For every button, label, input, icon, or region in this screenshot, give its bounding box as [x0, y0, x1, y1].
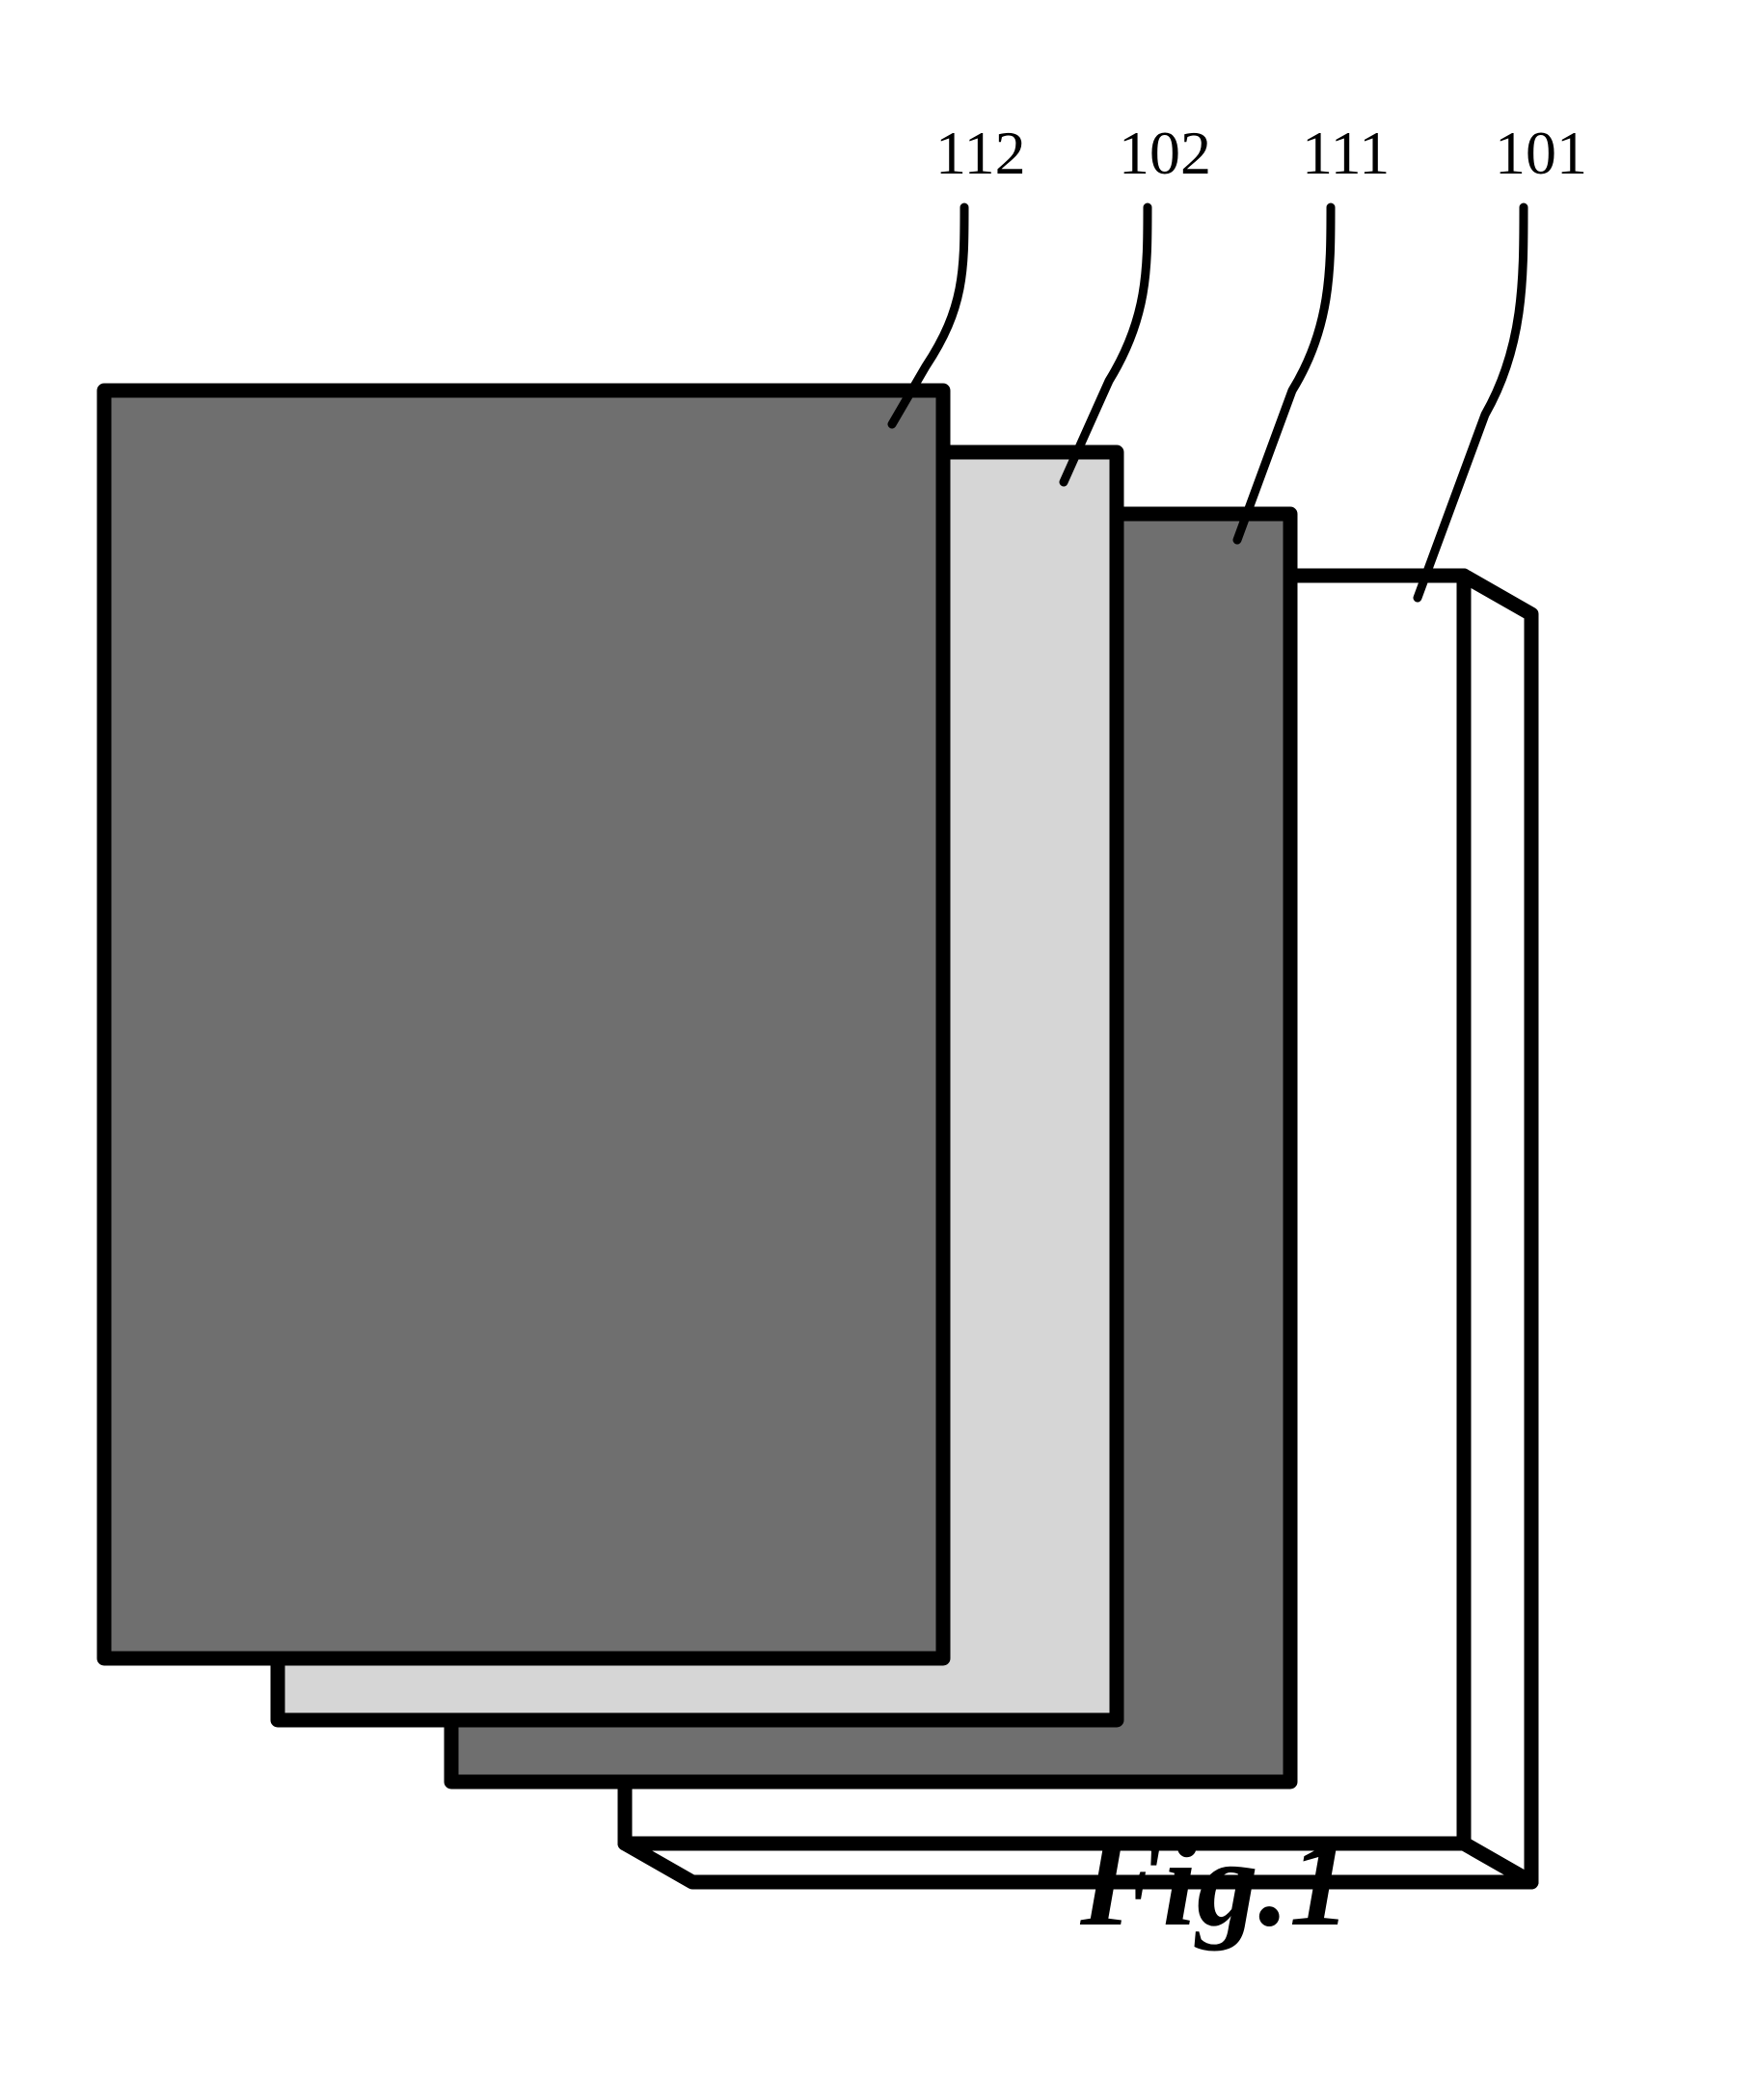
leader-102: [1064, 207, 1148, 482]
figure-caption: Fig.1: [1080, 1813, 1351, 1954]
leader-101: [1418, 207, 1524, 598]
callout-label-111: 111: [1302, 118, 1390, 189]
leader-111: [1237, 207, 1331, 540]
callout-label-101: 101: [1495, 118, 1587, 189]
diagram-svg: [0, 0, 1757, 2100]
callout-label-112: 112: [935, 118, 1026, 189]
layer-112: [104, 390, 943, 1658]
callout-label-102: 102: [1119, 118, 1211, 189]
figure-stage: 112 102 111 101 Fig.1: [0, 0, 1757, 2100]
